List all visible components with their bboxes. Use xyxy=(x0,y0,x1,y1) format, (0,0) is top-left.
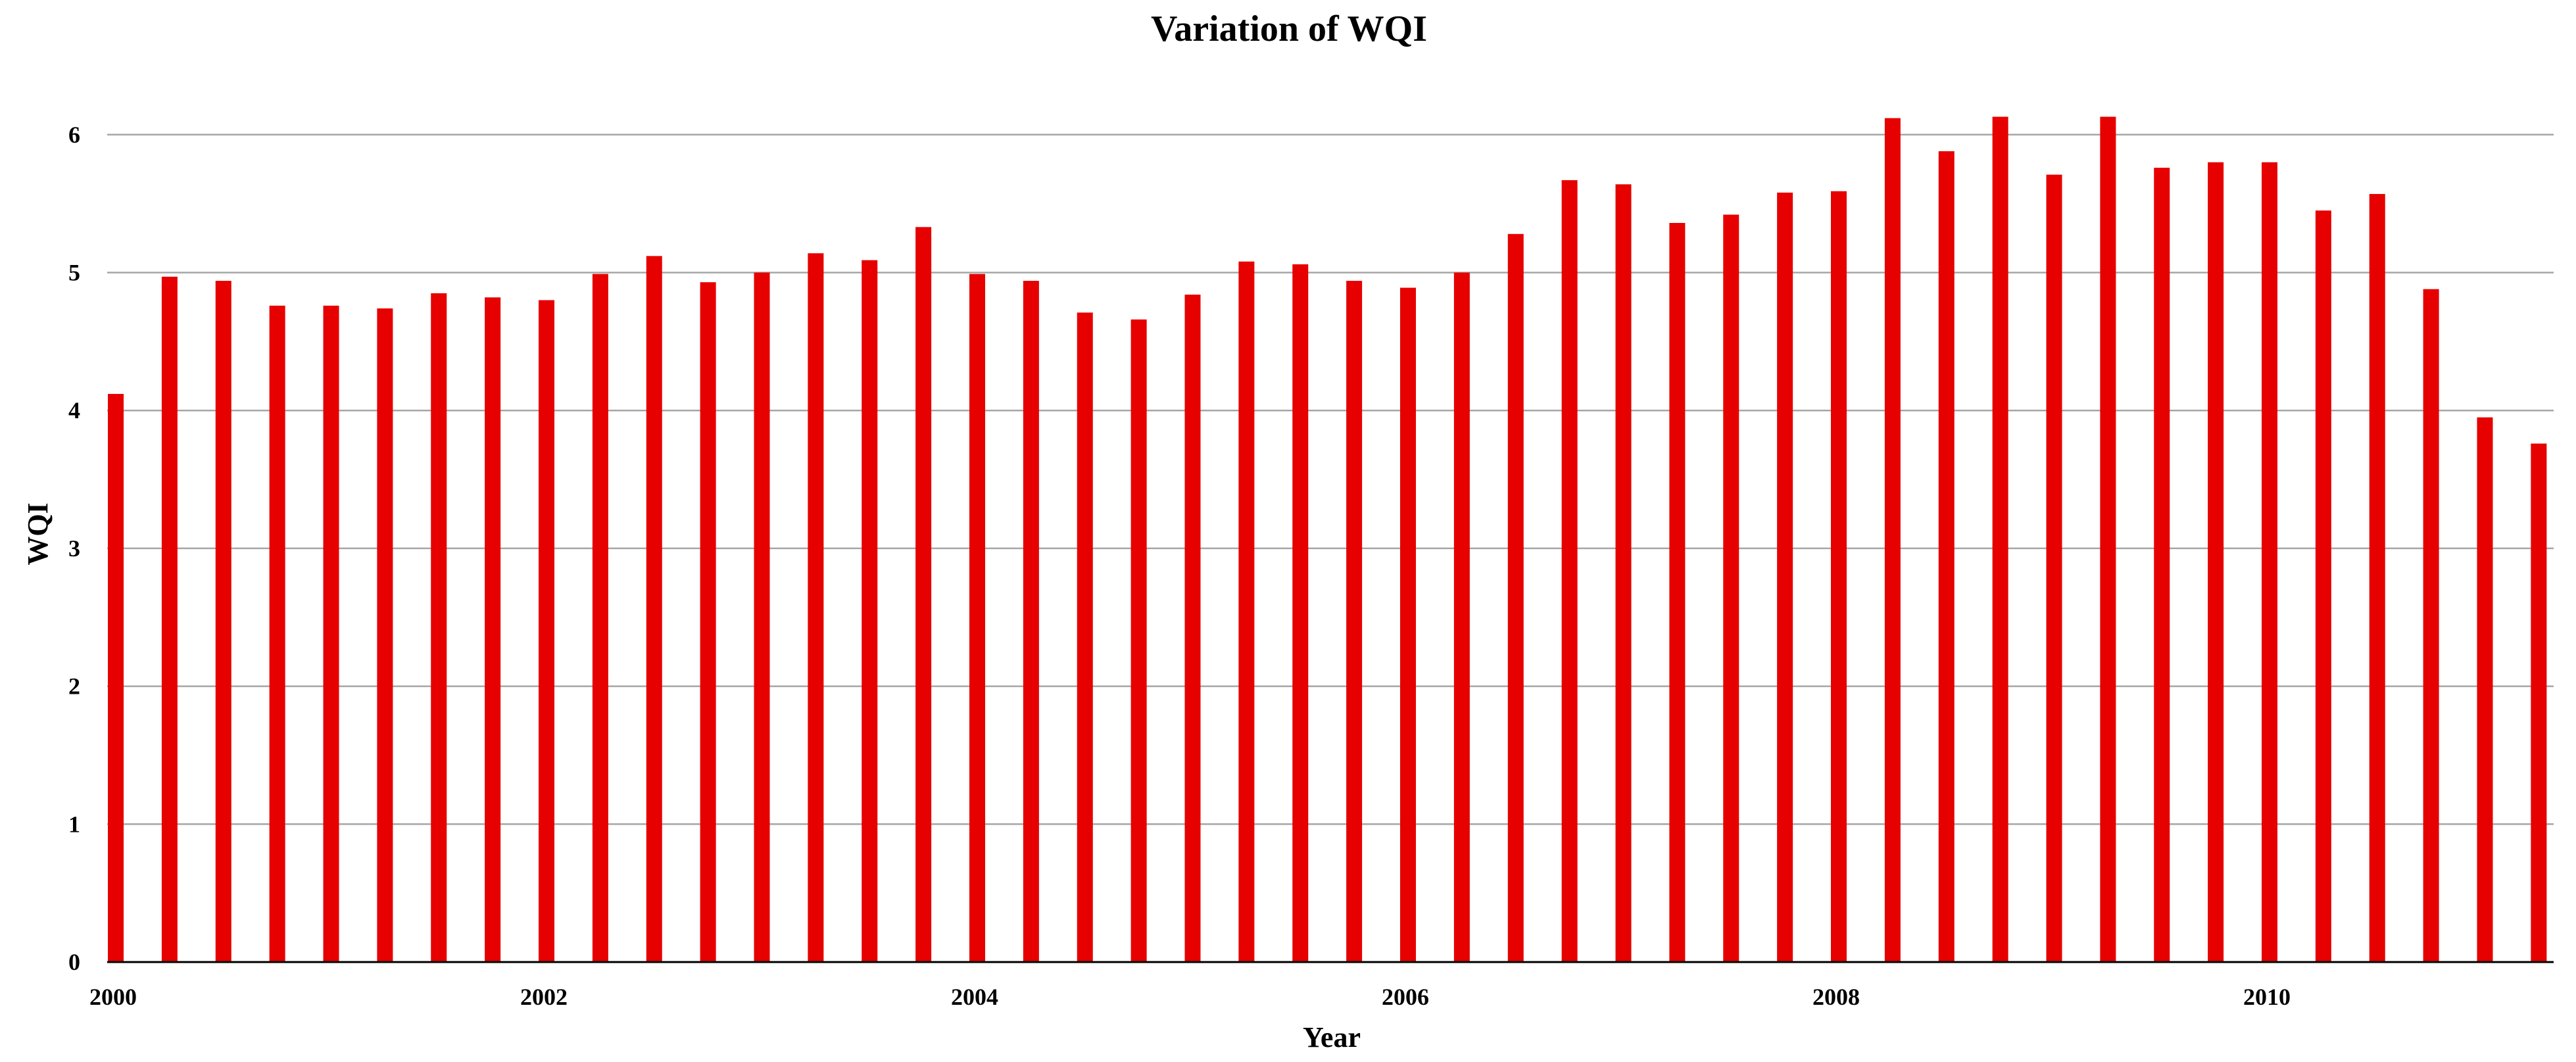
bar xyxy=(1777,192,1793,962)
x-tick-label: 2002 xyxy=(520,984,568,1010)
bar xyxy=(2423,289,2439,962)
bar xyxy=(1884,118,1901,963)
y-axis-label: WQI xyxy=(22,502,54,565)
bar xyxy=(485,297,501,963)
bar xyxy=(700,282,716,963)
bar xyxy=(1184,295,1201,962)
bar xyxy=(2531,443,2547,962)
bar xyxy=(431,293,447,963)
bar xyxy=(2315,210,2331,962)
bar xyxy=(2154,168,2170,962)
bar xyxy=(2046,174,2062,962)
bar xyxy=(1561,180,1578,963)
bar xyxy=(915,227,932,962)
bar xyxy=(161,276,178,962)
chart-title: Variation of WQI xyxy=(1151,9,1427,49)
bar xyxy=(1292,264,1309,963)
y-tick-label: 2 xyxy=(68,673,80,700)
bar xyxy=(1615,184,1632,962)
grid-lines xyxy=(107,133,2554,825)
bars xyxy=(108,116,2547,963)
bar xyxy=(862,260,878,963)
bar xyxy=(1992,116,2008,962)
bar xyxy=(2100,116,2116,962)
bar xyxy=(2477,417,2493,962)
bar xyxy=(539,300,554,962)
bar xyxy=(1400,287,1416,962)
bar xyxy=(1938,151,1955,963)
y-tick-label: 1 xyxy=(68,811,80,837)
x-tick-label: 2010 xyxy=(2243,984,2291,1010)
bar xyxy=(1507,233,1524,963)
x-tick-label: 2000 xyxy=(89,984,137,1010)
bar xyxy=(646,256,662,963)
bar xyxy=(2369,193,2385,963)
bar xyxy=(1346,281,1363,962)
bar xyxy=(592,274,608,963)
bar xyxy=(808,253,824,963)
y-tick-label: 3 xyxy=(68,535,80,562)
bar xyxy=(269,305,285,962)
bar xyxy=(1238,261,1255,962)
y-tick-label: 6 xyxy=(68,122,80,148)
bar xyxy=(2262,162,2277,963)
bar xyxy=(1023,281,1039,962)
y-tick-labels: 0 1 2 3 4 5 6 xyxy=(68,122,80,975)
x-tick-label: 2006 xyxy=(1382,984,1429,1010)
bar xyxy=(1453,272,1470,962)
y-tick-label: 4 xyxy=(68,397,80,423)
bar xyxy=(377,308,393,963)
bar xyxy=(754,272,770,962)
bar xyxy=(108,394,124,962)
x-tick-label: 2004 xyxy=(951,984,998,1010)
y-tick-label: 5 xyxy=(68,260,80,286)
bar xyxy=(1723,214,1739,962)
bar xyxy=(1130,319,1147,963)
x-tick-label: 2008 xyxy=(1812,984,1860,1010)
bar xyxy=(2208,162,2224,963)
x-tick-labels: 2000200220042006200820102012201420162018… xyxy=(89,984,2291,1010)
bar xyxy=(1831,191,1847,963)
bar xyxy=(1077,312,1093,962)
bar xyxy=(215,281,231,962)
bar xyxy=(323,305,339,962)
y-tick-label: 0 xyxy=(68,949,80,975)
bar xyxy=(1669,223,1686,962)
x-axis-label: Year xyxy=(1303,1021,1361,1053)
bar xyxy=(969,274,985,963)
